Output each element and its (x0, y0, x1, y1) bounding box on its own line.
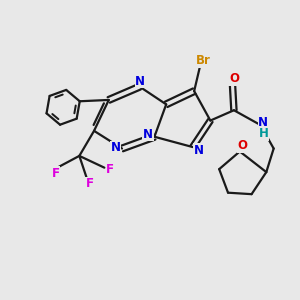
Text: H: H (258, 127, 268, 140)
Text: N: N (135, 75, 145, 88)
Text: F: F (106, 163, 114, 176)
Text: Br: Br (196, 54, 210, 67)
Text: F: F (52, 167, 60, 180)
Text: O: O (229, 72, 239, 85)
Text: F: F (85, 177, 94, 190)
Text: N: N (194, 144, 204, 157)
Text: N: N (143, 128, 153, 141)
Text: N: N (110, 141, 121, 154)
Text: N: N (258, 116, 268, 129)
Text: O: O (238, 139, 248, 152)
